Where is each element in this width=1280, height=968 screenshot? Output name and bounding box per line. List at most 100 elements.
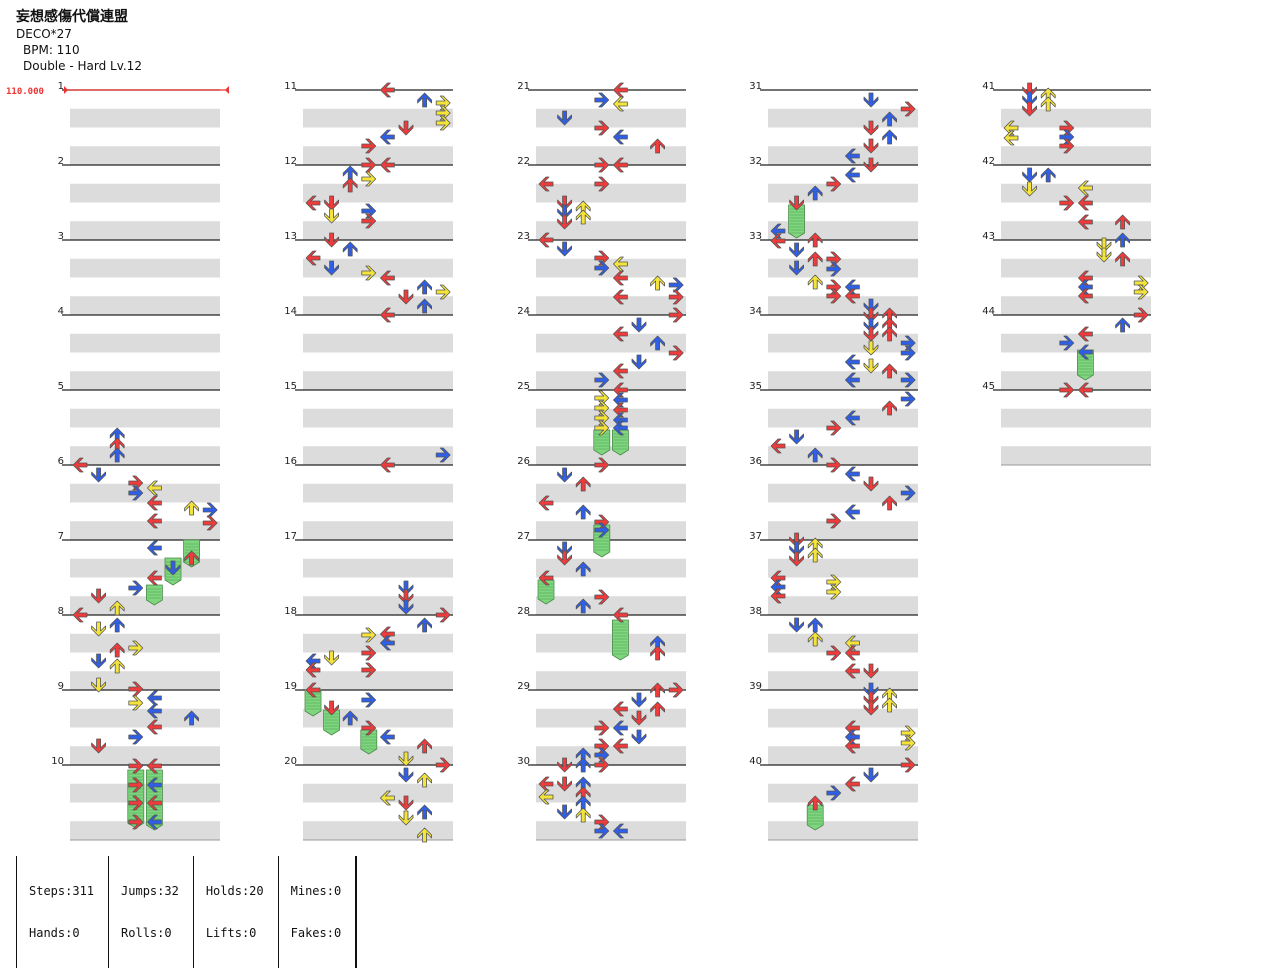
arrow-shape: [650, 275, 665, 291]
beat-stripe: [1001, 446, 1151, 465]
arrow-shape: [398, 599, 414, 615]
arrow-shape: [379, 457, 395, 473]
arrow-note: [826, 176, 842, 192]
arrow-note: [146, 540, 162, 556]
arrow-shape: [1022, 167, 1037, 183]
arrow-note: [613, 392, 628, 408]
arrow-note: [417, 298, 433, 314]
measure-number: 40: [749, 756, 762, 767]
arrow-shape: [165, 560, 181, 576]
arrow-note: [613, 363, 628, 379]
arrow-note: [613, 420, 628, 436]
arrow-note: [845, 738, 860, 754]
arrow-note: [184, 500, 200, 516]
measure-number: 19: [284, 681, 297, 692]
beat-stripe: [768, 333, 918, 353]
beat-stripe: [768, 633, 918, 653]
measure-number: 5: [58, 381, 64, 392]
arrow-shape: [379, 729, 395, 745]
arrow-note: [538, 232, 554, 248]
arrow-note: [305, 682, 321, 698]
arrow-shape: [631, 317, 647, 333]
arrow-shape: [1040, 96, 1056, 112]
arrow-note: [361, 627, 377, 643]
arrow-note: [807, 617, 823, 633]
stats-col-3: Holds:20 Lifts:0: [192, 856, 278, 968]
arrow-note: [324, 232, 340, 248]
arrow-note: [128, 640, 144, 656]
arrow-shape: [789, 242, 804, 258]
measure-number: 36: [749, 456, 762, 467]
song-title: 妄想感傷代償連盟: [16, 9, 128, 25]
beat-stripe: [768, 746, 918, 765]
arrow-shape: [109, 600, 125, 616]
arrow-shape: [900, 335, 916, 351]
arrow-shape: [613, 420, 628, 436]
beat-stripe: [70, 408, 220, 428]
beat-stripe: [768, 108, 918, 128]
arrow-shape: [826, 288, 842, 304]
arrow-note: [807, 185, 823, 201]
arrow-note: [1022, 91, 1037, 107]
arrow-note: [146, 814, 162, 830]
arrow-note: [305, 662, 321, 678]
arrow-shape: [575, 757, 591, 773]
arrow-shape: [146, 795, 162, 811]
arrow-shape: [202, 502, 218, 518]
arrow-shape: [1003, 120, 1019, 136]
arrow-shape: [668, 307, 684, 323]
beat-stripe: [1001, 146, 1151, 165]
measure-number: 37: [749, 531, 762, 542]
beat-stripe: [536, 708, 686, 728]
arrow-shape: [845, 776, 860, 792]
arrow-shape: [845, 738, 860, 754]
arrow-shape: [557, 541, 572, 557]
arrow-note: [361, 692, 377, 708]
stats-col-4: Mines:0 Fakes:0: [277, 856, 356, 968]
arrow-note: [128, 777, 144, 793]
beat-stripe: [303, 296, 453, 315]
arrow-shape: [305, 195, 321, 211]
beat-stripe: [303, 221, 453, 240]
arrow-note: [631, 729, 647, 745]
arrow-note: [594, 157, 610, 173]
arrow-note: [1059, 195, 1075, 211]
arrow-note: [1115, 251, 1130, 267]
measure-number: 34: [749, 306, 762, 317]
arrow-note: [379, 157, 395, 173]
arrow-note: [594, 372, 610, 388]
arrow-shape: [770, 223, 786, 239]
arrow-note: [613, 129, 628, 145]
arrow-note: [789, 617, 804, 633]
arrow-note: [594, 120, 610, 136]
arrow-shape: [594, 457, 610, 473]
arrow-shape: [1115, 317, 1130, 333]
arrow-note: [1040, 167, 1056, 183]
arrow-note: [613, 402, 628, 418]
beat-stripe: [768, 446, 918, 465]
beat-stripe: [1001, 258, 1151, 278]
arrow-note: [146, 719, 162, 735]
arrow-note: [807, 274, 823, 290]
arrow-shape: [882, 400, 897, 416]
arrow-shape: [575, 807, 591, 823]
beat-stripe: [1001, 183, 1151, 203]
arrow-shape: [845, 635, 860, 651]
arrow-shape: [650, 682, 665, 698]
beat-stripe: [536, 333, 686, 353]
arrow-note: [1115, 317, 1130, 333]
arrow-shape: [417, 298, 433, 314]
arrow-shape: [1022, 82, 1037, 98]
arrow-shape: [594, 522, 610, 538]
arrow-note: [128, 475, 144, 491]
arrow-shape: [613, 129, 628, 145]
arrow-note: [305, 250, 321, 266]
beat-stripe: [1001, 108, 1151, 128]
beat-stripe: [303, 408, 453, 428]
arrow-shape: [128, 695, 144, 711]
arrow-note: [398, 289, 414, 305]
arrow-note: [1022, 101, 1037, 117]
arrow-note: [538, 570, 554, 586]
arrow-shape: [538, 570, 554, 586]
arrow-note: [146, 495, 162, 511]
